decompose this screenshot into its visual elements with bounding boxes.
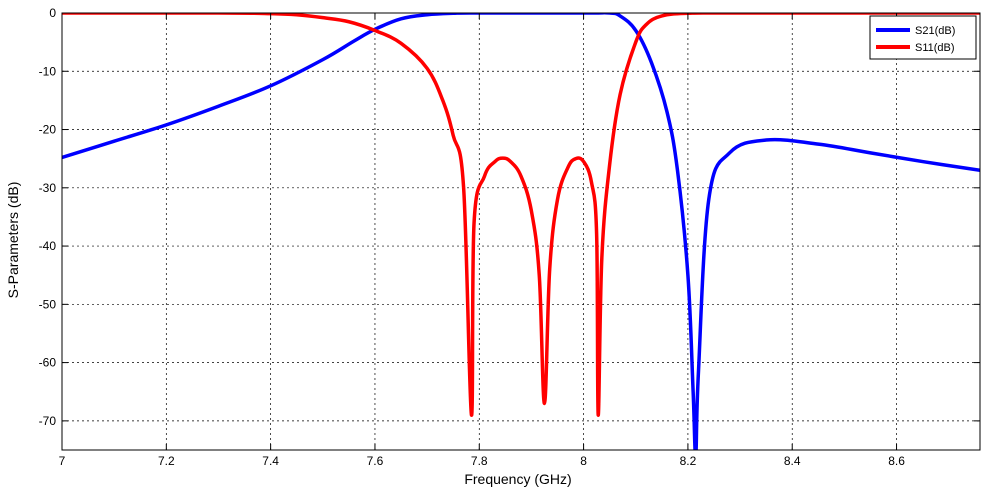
grid-lines [62,13,980,450]
y-tick-label: -70 [39,414,57,428]
y-tick-label: -60 [39,356,57,370]
y-tick-label: -50 [39,297,57,311]
x-tick-label: 8 [580,454,587,468]
legend: S21(dB) S11(dB) [869,15,977,60]
x-tick-label: 8.4 [784,454,801,468]
x-tick-label: 7.2 [158,454,175,468]
series-line-s21-db [62,13,980,450]
x-tick-label: 7.6 [367,454,384,468]
plot-area-background [62,13,980,450]
y-tick-label: -10 [39,64,57,78]
legend-box [869,15,977,60]
axis-ticks [61,12,980,450]
x-tick-labels: 7 7.2 7.4 7.6 7.8 8 8.2 8.4 8.6 [59,454,906,468]
y-tick-label: 0 [49,6,56,20]
series-group [62,13,980,450]
x-tick-label: 8.2 [680,454,697,468]
x-tick-label: 7 [59,454,66,468]
x-tick-label: 7.8 [471,454,488,468]
y-axis-title: S-Parameters (dB) [5,182,21,299]
series-line-s11-db [62,13,980,417]
legend-label-s11: S11(dB) [915,42,955,54]
plot-frame [61,12,981,451]
y-tick-labels: 0 -10 -20 -30 -40 -50 -60 -70 [39,6,57,428]
x-tick-label: 7.4 [262,454,279,468]
y-tick-label: -30 [39,181,57,195]
x-axis-title: Frequency (GHz) [464,471,571,487]
legend-label-s21: S21(dB) [915,25,955,37]
y-tick-label: -40 [39,239,57,253]
x-tick-label: 8.6 [888,454,905,468]
y-tick-label: -20 [39,123,57,137]
